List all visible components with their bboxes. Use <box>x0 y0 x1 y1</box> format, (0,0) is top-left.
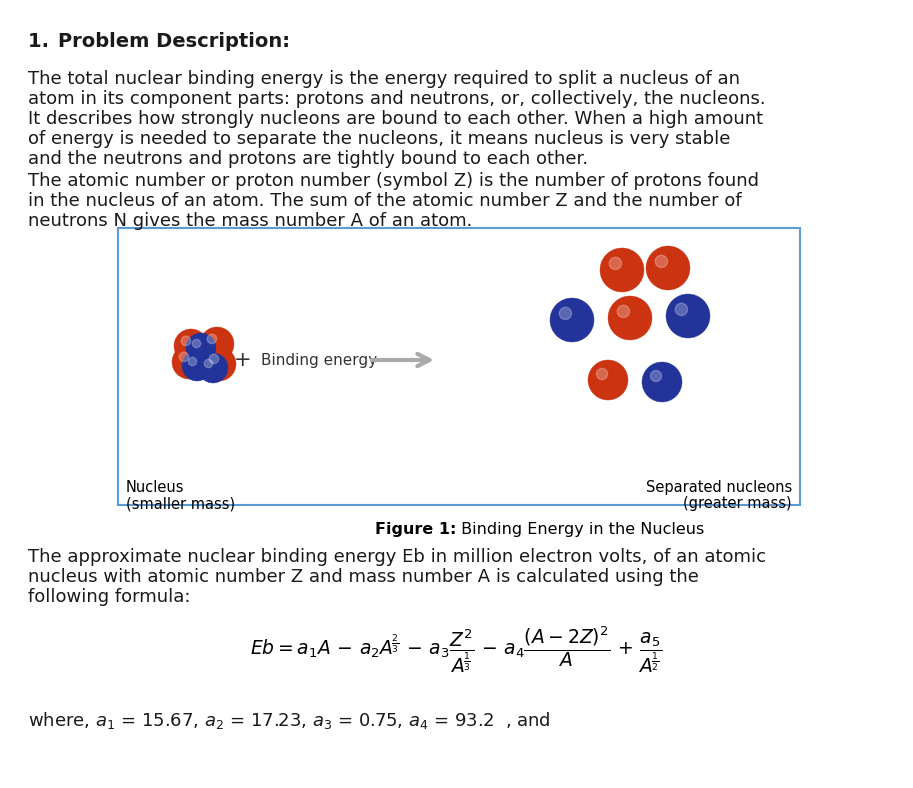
Circle shape <box>608 296 652 340</box>
Circle shape <box>188 357 196 366</box>
Text: and the neutrons and protons are tightly bound to each other.: and the neutrons and protons are tightly… <box>28 150 588 168</box>
Circle shape <box>205 359 213 368</box>
Text: (greater mass): (greater mass) <box>683 496 792 511</box>
Text: $Eb = a_1A\,-\,a_2A^{\!\frac{2}{3}}\,-\,a_3\dfrac{Z^2}{A^{\!\frac{1}{3}}}\,-\,a_: $Eb = a_1A\,-\,a_2A^{\!\frac{2}{3}}\,-\,… <box>250 625 663 675</box>
Circle shape <box>209 354 218 363</box>
Text: where, $a_1$ = 15.67, $a_2$ = 17.23, $a_3$ = 0.75, $a_4$ = 93.2  , and: where, $a_1$ = 15.67, $a_2$ = 17.23, $a_… <box>28 710 551 731</box>
Text: The total nuclear binding energy is the energy required to split a nucleus of an: The total nuclear binding energy is the … <box>28 70 740 88</box>
Circle shape <box>642 362 682 402</box>
Bar <box>118 228 800 505</box>
Circle shape <box>617 305 630 318</box>
Circle shape <box>207 334 216 344</box>
Circle shape <box>656 255 667 268</box>
Text: Binding Energy in the Nucleus: Binding Energy in the Nucleus <box>456 522 705 537</box>
Circle shape <box>596 369 607 380</box>
Circle shape <box>172 345 206 379</box>
Text: Problem Description:: Problem Description: <box>58 32 290 51</box>
Circle shape <box>609 257 622 269</box>
Circle shape <box>600 248 644 292</box>
Text: The approximate nuclear binding energy Eb in million electron volts, of an atomi: The approximate nuclear binding energy E… <box>28 548 766 566</box>
Circle shape <box>202 347 236 381</box>
Circle shape <box>200 327 234 361</box>
Text: Nucleus: Nucleus <box>126 480 184 495</box>
Text: in the nucleus of an atom. The sum of the atomic number Z and the number of: in the nucleus of an atom. The sum of th… <box>28 192 741 210</box>
Text: following formula:: following formula: <box>28 588 191 606</box>
Text: +: + <box>235 350 252 370</box>
Circle shape <box>186 333 216 363</box>
Text: nucleus with atomic number Z and mass number A is calculated using the: nucleus with atomic number Z and mass nu… <box>28 568 698 586</box>
Circle shape <box>646 246 690 290</box>
Text: It describes how strongly nucleons are bound to each other. When a high amount: It describes how strongly nucleons are b… <box>28 110 763 128</box>
Circle shape <box>198 353 228 383</box>
Circle shape <box>650 370 662 381</box>
Circle shape <box>182 351 212 381</box>
Circle shape <box>676 303 687 315</box>
Text: Figure 1:: Figure 1: <box>375 522 456 537</box>
Circle shape <box>666 294 710 338</box>
Circle shape <box>181 336 191 346</box>
Circle shape <box>560 307 572 320</box>
FancyArrowPatch shape <box>372 354 430 366</box>
Text: of energy is needed to separate the nucleons, it means nucleus is very stable: of energy is needed to separate the nucl… <box>28 130 730 148</box>
Circle shape <box>179 352 189 362</box>
Circle shape <box>550 298 594 342</box>
Text: The atomic number or proton number (symbol Z) is the number of protons found: The atomic number or proton number (symb… <box>28 172 759 190</box>
Text: (smaller mass): (smaller mass) <box>126 496 236 511</box>
Text: neutrons N gives the mass number A of an atom.: neutrons N gives the mass number A of an… <box>28 212 472 230</box>
Text: atom in its component parts: protons and neutrons, or, collectively, the nucleon: atom in its component parts: protons and… <box>28 90 766 108</box>
Circle shape <box>174 329 208 363</box>
Circle shape <box>193 340 201 348</box>
Text: Binding energy: Binding energy <box>261 352 377 367</box>
Text: Separated nucleons: Separated nucleons <box>645 480 792 495</box>
Text: 1.: 1. <box>28 32 62 51</box>
Circle shape <box>588 360 628 400</box>
